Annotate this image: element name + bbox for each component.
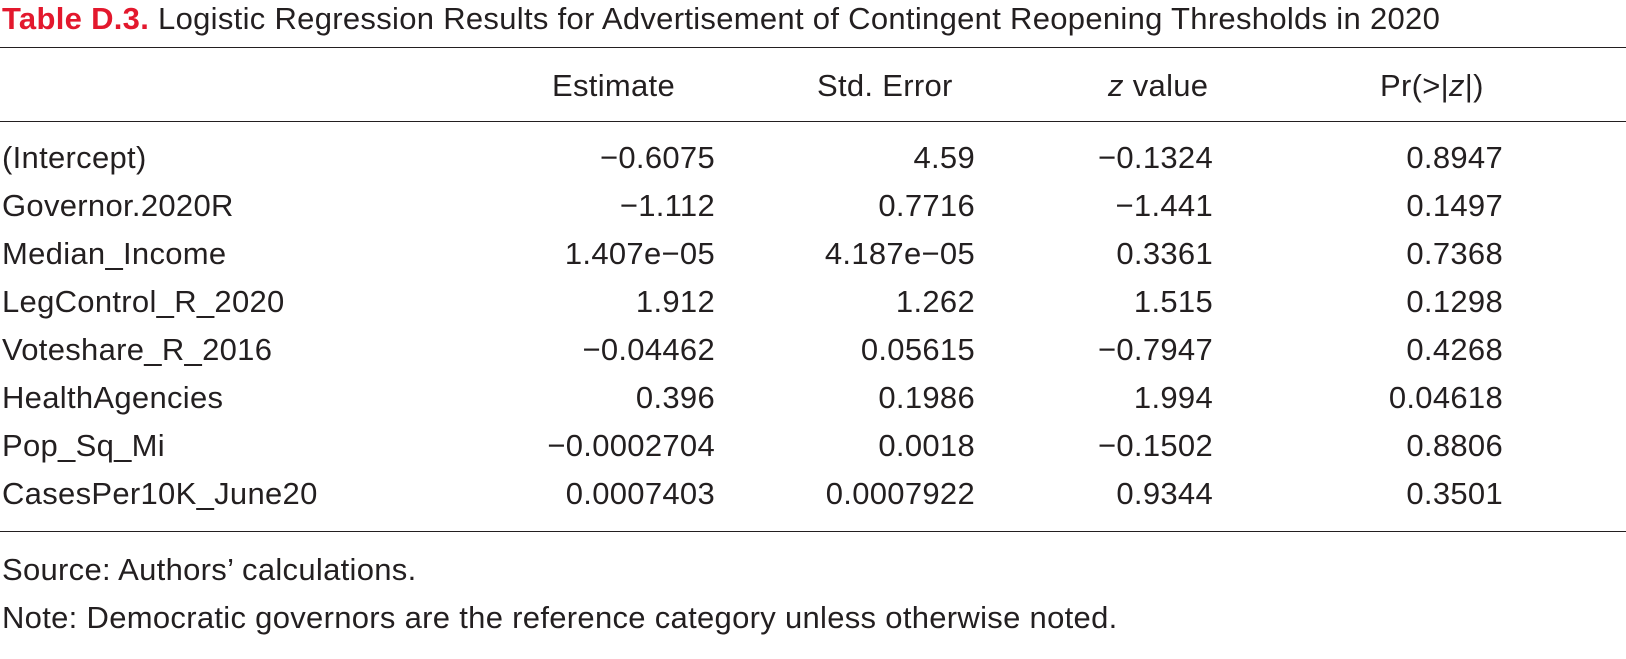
- cell-z-value: 0.3361: [1116, 236, 1213, 271]
- header-p-value: Pr(>|z|): [1380, 68, 1484, 104]
- table-label: Table D.3.: [2, 1, 150, 36]
- cell-variable: Voteshare_R_2016: [2, 332, 273, 367]
- cell-std-error: 0.1986: [878, 380, 975, 415]
- header-p-prefix: Pr(>|: [1380, 68, 1449, 103]
- cell-std-error: 1.262: [895, 284, 975, 319]
- header-p-suffix: |): [1464, 68, 1484, 103]
- table-title-text: Logistic Regression Results for Advertis…: [149, 1, 1441, 36]
- cell-p-value: 0.7368: [1406, 236, 1503, 271]
- cell-estimate: −1.112: [619, 188, 715, 223]
- cell-variable: Pop_Sq_Mi: [2, 428, 165, 463]
- header-z-italic: z: [1108, 68, 1124, 103]
- table-title: Table D.3. Logistic Regression Results f…: [2, 2, 1440, 36]
- cell-std-error: 4.187e−05: [824, 236, 975, 271]
- cell-variable: HealthAgencies: [2, 380, 224, 415]
- cell-z-value: −0.1502: [1097, 428, 1213, 463]
- cell-z-value: 0.9344: [1116, 476, 1213, 511]
- cell-variable: Governor.2020R: [2, 188, 234, 223]
- cell-variable: Median_Income: [2, 236, 227, 271]
- cell-p-value: 0.8806: [1406, 428, 1503, 463]
- cell-p-value: 0.04618: [1388, 380, 1503, 415]
- cell-z-value: −1.441: [1115, 188, 1213, 223]
- header-z-value: z value: [1108, 68, 1208, 104]
- cell-std-error: 4.59: [913, 140, 975, 175]
- cell-estimate: 1.912: [635, 284, 715, 319]
- cell-variable: (Intercept): [2, 140, 147, 175]
- footnote: Note: Democratic governors are the refer…: [2, 600, 1118, 635]
- cell-p-value: 0.1497: [1406, 188, 1503, 223]
- cell-z-value: 1.515: [1133, 284, 1213, 319]
- cell-estimate: 1.407e−05: [564, 236, 715, 271]
- cell-estimate: 0.0007403: [565, 476, 715, 511]
- cell-p-value: 0.4268: [1406, 332, 1503, 367]
- cell-estimate: −0.6075: [599, 140, 715, 175]
- header-estimate: Estimate: [552, 68, 675, 103]
- bottom-rule: [0, 531, 1626, 532]
- header-std-error: Std. Error: [817, 68, 953, 103]
- header-p-italic: z: [1448, 68, 1465, 103]
- cell-p-value: 0.8947: [1406, 140, 1503, 175]
- source-note: Source: Authors’ calculations.: [2, 552, 417, 587]
- cell-p-value: 0.1298: [1406, 284, 1503, 319]
- cell-std-error: 0.7716: [878, 188, 975, 223]
- header-z-rest: value: [1123, 68, 1209, 103]
- cell-variable: CasesPer10K_June20: [2, 476, 318, 511]
- cell-z-value: −0.7947: [1097, 332, 1213, 367]
- cell-z-value: −0.1324: [1097, 140, 1213, 175]
- cell-estimate: −0.04462: [582, 332, 715, 367]
- header-rule: [0, 121, 1626, 122]
- cell-estimate: 0.396: [635, 380, 715, 415]
- cell-std-error: 0.0018: [878, 428, 975, 463]
- cell-std-error: 0.05615: [860, 332, 975, 367]
- cell-variable: LegControl_R_2020: [2, 284, 285, 319]
- cell-std-error: 0.0007922: [825, 476, 975, 511]
- cell-estimate: −0.0002704: [547, 428, 715, 463]
- top-rule: [0, 47, 1626, 48]
- cell-z-value: 1.994: [1133, 380, 1213, 415]
- cell-p-value: 0.3501: [1406, 476, 1503, 511]
